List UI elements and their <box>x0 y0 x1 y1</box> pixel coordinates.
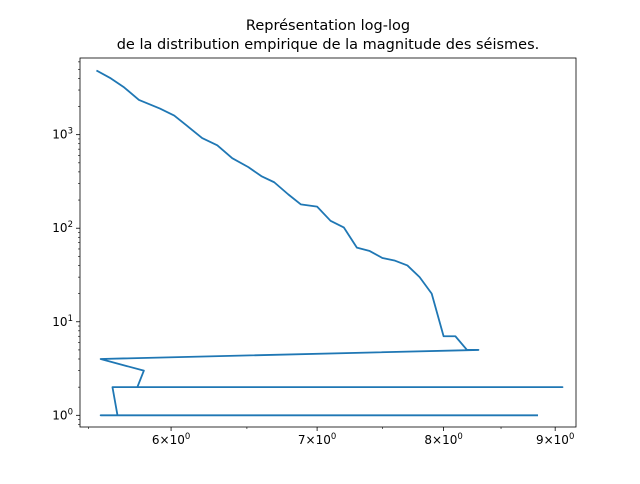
series-point <box>382 257 384 259</box>
series-point <box>431 293 433 295</box>
series-point <box>100 414 102 416</box>
series-point <box>466 349 468 351</box>
series-point <box>562 386 564 388</box>
series-point <box>300 203 302 205</box>
x-tick-label: 9×100 <box>536 432 574 447</box>
chart-title-line: de la distribution empirique de la magni… <box>117 37 540 53</box>
series-point <box>454 335 456 337</box>
y-axis: 100 101 102 103 <box>52 61 80 425</box>
x-tick-label: 7×100 <box>298 432 336 447</box>
chart-title-line: Représentation log-log <box>246 18 410 34</box>
series-point <box>478 349 480 351</box>
series-point <box>117 414 119 416</box>
series-point <box>394 260 396 262</box>
series-point <box>216 144 218 146</box>
series-point <box>113 386 115 388</box>
series-point <box>186 125 188 127</box>
series-point <box>247 166 249 168</box>
y-tick-label: 102 <box>52 220 73 235</box>
series-point <box>330 220 332 222</box>
series-point <box>419 276 421 278</box>
series-point <box>112 386 114 388</box>
series-point <box>110 77 112 79</box>
series-point <box>287 193 289 195</box>
series-point <box>356 247 358 249</box>
series-line <box>95 69 564 417</box>
series-point <box>201 137 203 139</box>
y-tick-label: 103 <box>52 127 73 142</box>
series-point <box>343 227 345 229</box>
series-point <box>369 250 371 252</box>
series-point <box>406 265 408 267</box>
x-tick-label: 8×100 <box>424 432 462 447</box>
series-point <box>173 115 175 117</box>
x-tick-label: 6×100 <box>152 432 190 447</box>
y-tick-label: 100 <box>52 407 73 422</box>
series-point <box>159 108 161 110</box>
series-point <box>143 370 145 372</box>
y-tick-label: 101 <box>52 314 73 329</box>
series-point <box>100 358 102 360</box>
series-point <box>273 181 275 183</box>
series-point <box>536 414 538 416</box>
series-point <box>96 70 98 72</box>
series-point <box>316 206 318 208</box>
series-point <box>260 175 262 177</box>
chart-title: Représentation log-log de la distribution… <box>117 18 540 53</box>
series-point <box>230 386 232 388</box>
series-point <box>138 99 140 101</box>
series-point <box>231 157 233 159</box>
x-axis: 6×100 7×100 8×100 9×100 <box>88 427 574 447</box>
series-point <box>443 335 445 337</box>
series-point <box>123 87 125 89</box>
series-point <box>136 386 138 388</box>
